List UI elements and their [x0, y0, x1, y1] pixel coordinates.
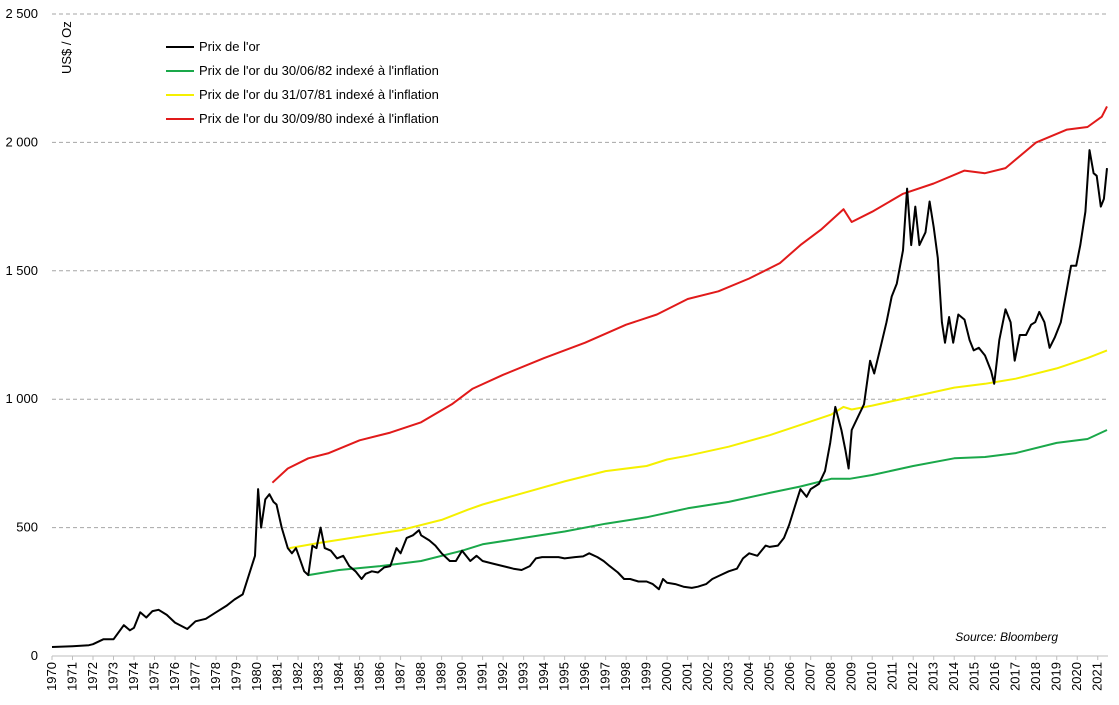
legend-label: Prix de l'or du 30/06/82 indexé à l'infl… [199, 63, 439, 78]
x-tick-label: 2015 [967, 662, 982, 691]
x-tick-label: 2018 [1028, 662, 1043, 691]
x-tick-label: 1971 [65, 662, 80, 691]
x-tick-label: 1984 [331, 662, 346, 691]
x-tick-label: 2021 [1090, 662, 1105, 691]
x-tick-label: 1985 [352, 662, 367, 691]
x-tick-label: 1996 [577, 662, 592, 691]
x-tick-label: 2008 [823, 662, 838, 691]
legend-label: Prix de l'or [199, 39, 261, 54]
y-tick-label: 1 000 [5, 391, 38, 406]
x-tick-label: 2001 [680, 662, 695, 691]
x-tick-label: 1997 [598, 662, 613, 691]
x-tick-label: 1989 [434, 662, 449, 691]
x-tick-label: 2000 [659, 662, 674, 691]
x-tick-label: 2002 [700, 662, 715, 691]
x-tick-label: 2005 [762, 662, 777, 691]
legend-label: Prix de l'or du 31/07/81 indexé à l'infl… [199, 87, 439, 102]
x-tick-label: 2004 [741, 662, 756, 691]
series-line-0 [51, 149, 1108, 648]
x-tick-label: 1978 [208, 662, 223, 691]
x-tick-label: 1988 [413, 662, 428, 691]
x-tick-label: 1982 [290, 662, 305, 691]
x-tick-label: 1987 [393, 662, 408, 691]
x-tick-label: 1975 [147, 662, 162, 691]
x-axis-ticks: 1970 1971 1972 1973 1974 1975 1976 1977 1978 1979… [44, 656, 1105, 691]
x-tick-label: 1993 [516, 662, 531, 691]
x-tick-label: 2007 [803, 662, 818, 691]
y-tick-label: 0 [31, 648, 38, 663]
x-tick-label: 1986 [372, 662, 387, 691]
x-tick-label: 2013 [926, 662, 941, 691]
x-tick-label: 1992 [495, 662, 510, 691]
x-tick-label: 2020 [1069, 662, 1084, 691]
y-axis-title: US$ / Oz [59, 21, 74, 74]
x-tick-label: 1979 [229, 662, 244, 691]
series-line-1 [308, 429, 1108, 577]
x-tick-label: 1977 [188, 662, 203, 691]
x-tick-label: 1991 [475, 662, 490, 691]
x-tick-label: 1994 [536, 662, 551, 691]
series-line-2 [289, 349, 1108, 550]
series-lines [51, 105, 1108, 648]
x-tick-label: 1981 [270, 662, 285, 691]
x-tick-label: 2016 [987, 662, 1002, 691]
legend: Prix de l'or Prix de l'or du 30/06/82 ind… [166, 39, 439, 126]
x-tick-label: 1970 [44, 662, 59, 691]
x-tick-label: 1990 [454, 662, 469, 691]
series-line-3 [271, 105, 1108, 484]
y-tick-label: 2 500 [5, 6, 38, 21]
y-tick-label: 500 [16, 520, 38, 535]
x-tick-label: 1983 [311, 662, 326, 691]
y-axis-ticks: 0 500 1 000 1 500 2 000 2 500 [5, 6, 38, 663]
x-tick-label: 1974 [126, 662, 141, 691]
x-tick-label: 2010 [864, 662, 879, 691]
source-note: Source: Bloomberg [955, 630, 1058, 644]
x-tick-label: 2019 [1049, 662, 1064, 691]
x-tick-label: 2014 [946, 662, 961, 691]
x-tick-label: 1976 [167, 662, 182, 691]
x-tick-label: 1995 [557, 662, 572, 691]
x-tick-label: 2011 [885, 662, 900, 690]
x-tick-label: 1972 [85, 662, 100, 691]
legend-label: Prix de l'or du 30/09/80 indexé à l'infl… [199, 111, 439, 126]
x-tick-label: 2006 [782, 662, 797, 691]
x-tick-label: 1998 [618, 662, 633, 691]
x-tick-label: 2017 [1008, 662, 1023, 691]
x-tick-label: 2009 [844, 662, 859, 691]
y-tick-label: 1 500 [5, 263, 38, 278]
x-tick-label: 1999 [639, 662, 654, 691]
x-tick-label: 2003 [721, 662, 736, 691]
x-tick-label: 2012 [905, 662, 920, 691]
y-tick-label: 2 000 [5, 134, 38, 149]
x-tick-label: 1980 [249, 662, 264, 691]
x-tick-label: 1973 [106, 662, 121, 691]
